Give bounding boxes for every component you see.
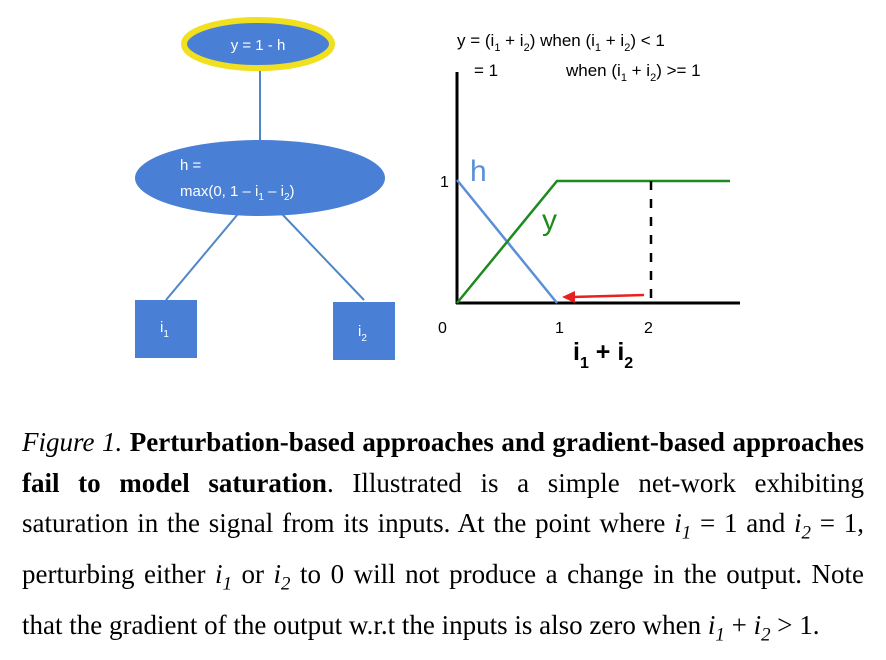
- figure-label: Figure 1.: [22, 427, 123, 457]
- equation-line-2-eq: = 1: [474, 61, 498, 80]
- h-curve-label: h: [470, 155, 487, 188]
- x-tick-2: 2: [644, 320, 653, 337]
- hidden-node: h = max(0, 1 – i1 – i2): [135, 140, 385, 216]
- output-node: y = 1 - h: [181, 17, 335, 71]
- output-node-label: y = 1 - h: [231, 37, 286, 54]
- x-tick-0: 0: [438, 320, 447, 337]
- x-tick-1: 1: [555, 320, 564, 337]
- hidden-node-line1: h =: [180, 157, 202, 174]
- y-curve-label: y: [542, 204, 557, 237]
- input-node-2: i2: [333, 302, 395, 360]
- equation-line-2: when (i1 + i2) >= 1: [565, 61, 701, 84]
- equation-line-1: y = (i1 + i2) when (i1 + i2) < 1: [457, 31, 665, 54]
- input-node-1-label: i1: [160, 319, 169, 340]
- caption-title: Perturbation-based approaches and gradie…: [22, 427, 864, 498]
- hidden-node-line2: max(0, 1 – i1 – i2): [180, 183, 295, 203]
- x-axis-label: i1 + i2: [573, 338, 633, 372]
- input-node-2-label: i2: [358, 323, 367, 344]
- y-tick-1: 1: [440, 174, 449, 191]
- y-line: [456, 179, 730, 304]
- perturbation-arrowhead: [562, 291, 575, 303]
- input-node-1: i1: [135, 300, 197, 358]
- edge-hidden-input1: [165, 213, 239, 301]
- perturbation-arrow: [571, 293, 645, 299]
- figure-diagram: y = 1 - h h = max(0, 1 – i1 – i2) i1 i2 …: [135, 17, 740, 372]
- figure-caption: Figure 1. Perturbation-based approaches …: [22, 427, 864, 646]
- edge-hidden-input2: [281, 213, 365, 301]
